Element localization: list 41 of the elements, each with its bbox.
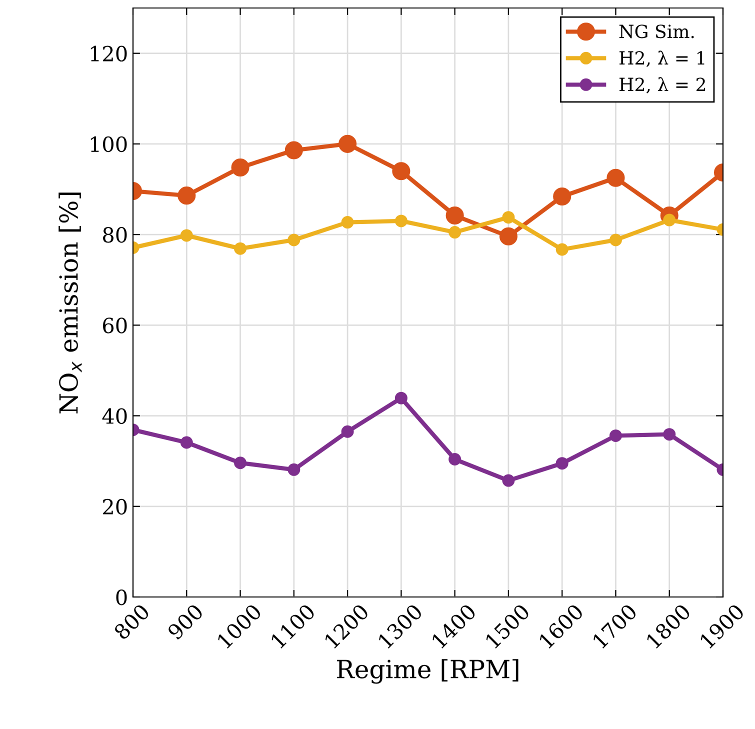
point <box>180 436 193 449</box>
legend-label: H2, λ = 1 <box>620 50 704 67</box>
y-axis-title: NO$_{x}$ emission [%] <box>58 192 82 414</box>
point <box>338 134 357 153</box>
y-tick-label: 100 <box>90 136 127 152</box>
legend-label: NG Sim. <box>619 24 694 38</box>
point <box>446 206 464 225</box>
point <box>288 463 300 476</box>
y-tick-label: 0 <box>116 589 127 606</box>
point <box>234 242 247 255</box>
point <box>284 141 303 160</box>
point <box>448 453 462 466</box>
y-tick-label: 40 <box>102 408 127 424</box>
point <box>499 227 518 246</box>
point <box>502 474 515 487</box>
point <box>502 211 515 224</box>
point <box>553 187 572 206</box>
point <box>609 429 622 442</box>
point <box>341 425 354 438</box>
x-axis-title: Regime [RPM] <box>336 659 518 684</box>
point <box>180 229 193 242</box>
point <box>394 214 408 228</box>
point <box>394 392 408 404</box>
point <box>231 158 250 177</box>
point <box>609 234 622 246</box>
y-tick-label: 60 <box>103 318 127 334</box>
x-tick-label: 900 <box>166 603 204 640</box>
point <box>448 226 462 239</box>
point <box>606 168 625 187</box>
point <box>234 456 247 470</box>
point <box>556 243 568 256</box>
legend-label: H2, λ = 2 <box>620 77 705 94</box>
point <box>288 234 300 246</box>
point <box>341 216 354 229</box>
y-tick-label: 120 <box>90 46 127 62</box>
point <box>392 162 410 180</box>
y-tick-label: 20 <box>103 498 127 515</box>
point <box>663 428 676 441</box>
point <box>178 186 196 205</box>
point <box>556 457 568 470</box>
y-tick-label: 80 <box>103 226 127 243</box>
